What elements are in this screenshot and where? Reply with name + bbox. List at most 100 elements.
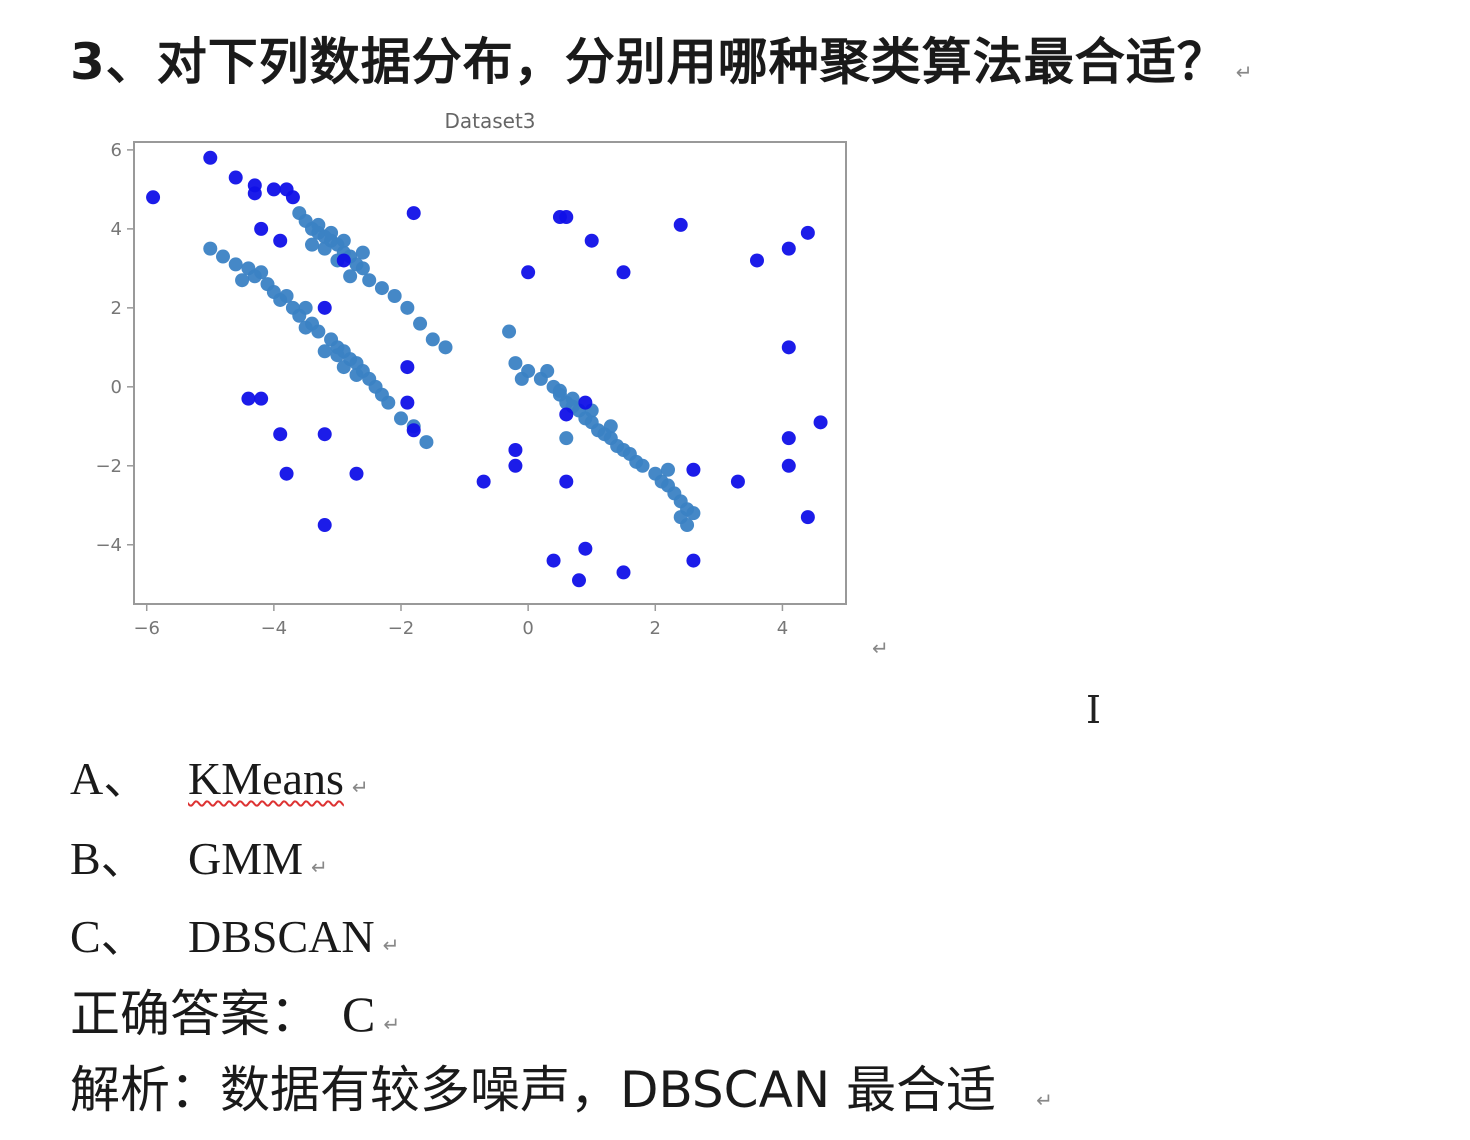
noise-point <box>800 225 815 240</box>
noise-point <box>730 474 745 489</box>
noise-point <box>781 241 796 256</box>
noise-point <box>273 233 288 248</box>
x-tick-label: 2 <box>650 618 661 639</box>
noise-point <box>559 474 574 489</box>
core-point <box>686 506 701 521</box>
question-title: 3、对下列数据分布，分别用哪种聚类算法最合适？ ↵ <box>70 22 1254 94</box>
paragraph-mark-icon: ↵ <box>1235 60 1254 84</box>
noise-point <box>686 553 701 568</box>
noise-point <box>266 182 281 197</box>
y-tick-label: 0 <box>111 377 122 398</box>
noise-point <box>476 474 491 489</box>
core-point <box>355 245 370 260</box>
text-cursor-icon: I <box>1086 688 1102 732</box>
explanation-label: 解析： <box>70 1061 220 1119</box>
answer-paragraph-mark-icon: ↵ <box>383 1012 401 1036</box>
y-tick-label: 2 <box>111 298 122 319</box>
option-c[interactable]: C、 DBSCAN ↵ <box>70 900 399 966</box>
option-c-value: DBSCAN <box>188 911 375 962</box>
core-point <box>502 324 517 339</box>
x-tick-label: −2 <box>388 618 415 639</box>
core-point <box>343 269 358 284</box>
chart-svg: Dataset3 −6 −4 −2 0 2 4 6 4 2 0 −2 −4 <box>95 109 847 639</box>
noise-point <box>203 150 218 165</box>
x-tick-label: −6 <box>133 618 160 639</box>
noise-point <box>800 510 815 525</box>
core-point <box>413 316 428 331</box>
core-point <box>203 241 218 256</box>
explanation-text: 数据有较多噪声，DBSCAN 最合适 <box>220 1061 997 1119</box>
option-c-paragraph-mark-icon: ↵ <box>382 933 400 957</box>
core-point <box>228 257 243 272</box>
noise-point <box>254 221 269 236</box>
answer-row: 正确答案： C ↵ <box>70 974 400 1046</box>
core-point <box>362 273 377 288</box>
core-point <box>254 265 269 280</box>
noise-point <box>254 391 269 406</box>
core-point <box>603 419 618 434</box>
noise-point <box>559 407 574 422</box>
core-point <box>400 300 415 315</box>
noise-point <box>781 340 796 355</box>
noise-point <box>546 553 561 568</box>
core-point <box>635 458 650 473</box>
core-point <box>438 340 453 355</box>
noise-point <box>508 443 523 457</box>
noise-point <box>616 265 631 280</box>
noise-point <box>349 466 364 481</box>
option-a-paragraph-mark-icon: ↵ <box>351 775 369 799</box>
noise-point <box>400 395 415 410</box>
core-point <box>317 241 332 256</box>
question-text: 3、对下列数据分布，分别用哪种聚类算法最合适？ <box>70 33 1228 91</box>
noise-point <box>578 541 593 556</box>
option-a[interactable]: A、 KMeans ↵ <box>70 742 369 808</box>
core-point <box>216 249 230 264</box>
noise-point <box>616 565 631 580</box>
noise-point <box>781 458 796 473</box>
core-point <box>514 371 529 386</box>
core-point <box>559 431 574 446</box>
option-b-value: GMM <box>188 833 304 884</box>
chart-title: Dataset3 <box>444 109 535 133</box>
core-point <box>419 435 434 450</box>
plot-frame <box>133 141 847 605</box>
core-point <box>298 300 313 315</box>
explanation-row: 解析：数据有较多噪声，DBSCAN 最合适 ↵ <box>70 1050 1053 1122</box>
core-point <box>381 395 396 410</box>
noise-point <box>406 423 421 438</box>
core-point <box>565 391 580 406</box>
y-tick-label: 6 <box>111 140 122 161</box>
core-point <box>508 356 523 371</box>
core-point <box>305 237 319 252</box>
core-point <box>235 273 250 288</box>
option-a-value: KMeans <box>188 753 344 804</box>
chart-paragraph-mark-icon: ↵ <box>872 636 889 660</box>
option-c-label: C、 <box>70 911 147 962</box>
noise-point <box>406 206 421 221</box>
noise-point <box>686 462 701 477</box>
core-point <box>540 364 555 379</box>
noise-point <box>400 360 415 375</box>
noise-point <box>813 415 828 430</box>
noise-point <box>241 391 256 406</box>
answer-label: 正确答案： <box>70 985 320 1043</box>
noise-point <box>578 395 593 410</box>
core-point <box>355 261 370 276</box>
noise-point <box>279 466 294 481</box>
noise-point <box>781 431 796 446</box>
noise-point <box>317 300 332 315</box>
y-tick-label: −4 <box>95 535 122 556</box>
core-point <box>330 348 345 363</box>
noise-point <box>228 170 243 185</box>
option-b[interactable]: B、 GMM ↵ <box>70 822 328 888</box>
option-b-paragraph-mark-icon: ↵ <box>311 855 328 879</box>
core-point <box>317 344 332 359</box>
core-point <box>661 462 675 477</box>
core-point <box>336 360 351 375</box>
noise-point <box>584 233 599 248</box>
noise-point <box>285 190 300 205</box>
noise-point <box>317 518 332 533</box>
y-tick-label: 4 <box>111 219 122 240</box>
noise-point <box>336 253 351 268</box>
y-tick-label: −2 <box>95 456 122 477</box>
